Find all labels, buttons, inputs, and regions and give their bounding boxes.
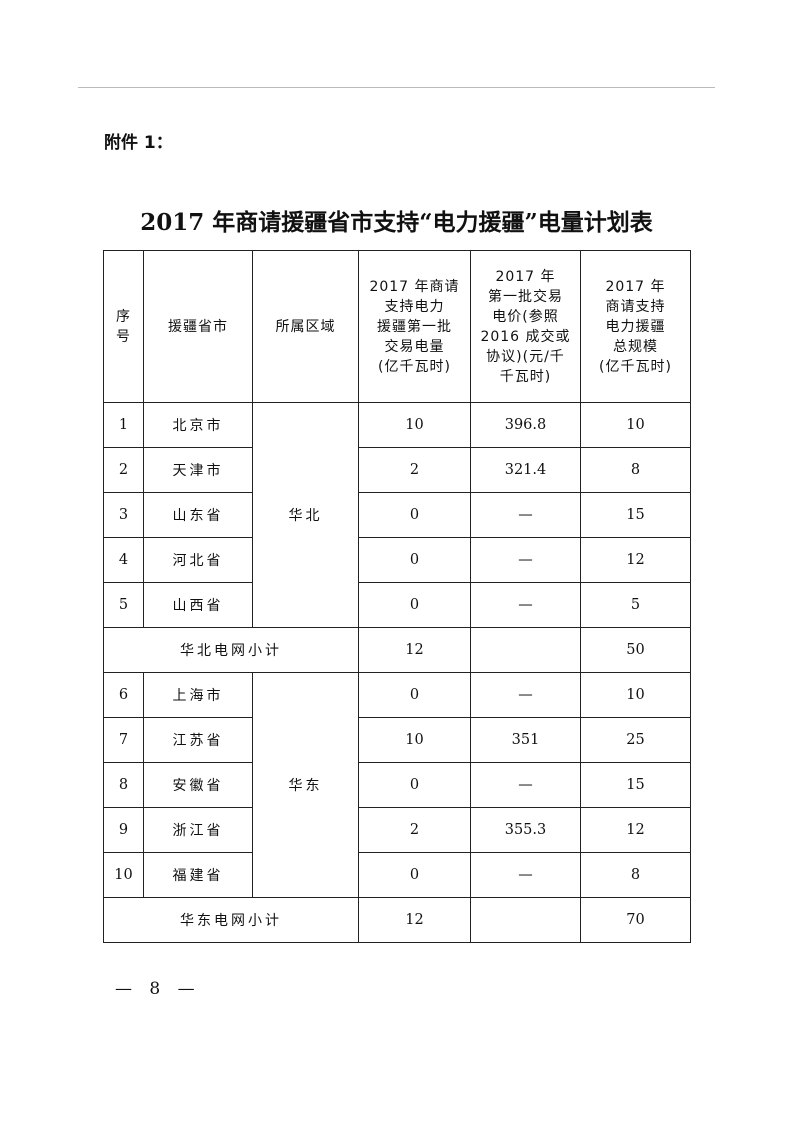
page-number: — 8 — bbox=[115, 979, 201, 999]
table-row: 9 浙江省 2 355.3 12 bbox=[103, 807, 691, 853]
row-total: 25 bbox=[580, 717, 691, 763]
row-price: 351 bbox=[470, 717, 581, 763]
row-volume: 10 bbox=[358, 717, 471, 763]
subtotal-price bbox=[470, 897, 581, 943]
row-province: 北京市 bbox=[143, 402, 253, 448]
row-province: 浙江省 bbox=[143, 807, 253, 853]
row-total: 15 bbox=[580, 762, 691, 808]
row-index: 3 bbox=[103, 492, 144, 538]
row-total: 5 bbox=[580, 582, 691, 628]
row-province: 山西省 bbox=[143, 582, 253, 628]
row-total: 8 bbox=[580, 852, 691, 898]
subtotal-price bbox=[470, 627, 581, 673]
subtotal-volume: 12 bbox=[358, 897, 471, 943]
row-total: 10 bbox=[580, 402, 691, 448]
row-price: — bbox=[470, 672, 581, 718]
row-region: 华东 bbox=[252, 672, 359, 898]
header-rule bbox=[78, 87, 715, 88]
row-price: — bbox=[470, 852, 581, 898]
row-volume: 0 bbox=[358, 492, 471, 538]
row-index: 7 bbox=[103, 717, 144, 763]
row-province: 河北省 bbox=[143, 537, 253, 583]
row-price: — bbox=[470, 582, 581, 628]
header-index: 序 号 bbox=[103, 250, 144, 403]
subtotal-total: 50 bbox=[580, 627, 691, 673]
row-province: 江苏省 bbox=[143, 717, 253, 763]
row-price: — bbox=[470, 762, 581, 808]
subtotal-row: 华东电网小计 12 70 bbox=[103, 897, 691, 943]
attachment-label: 附件 1： bbox=[104, 133, 173, 153]
row-index: 1 bbox=[103, 402, 144, 448]
subtotal-label: 华北电网小计 bbox=[103, 627, 359, 673]
header-total-scale: 2017 年 商请支持 电力援疆 总规模 (亿千瓦时) bbox=[580, 250, 691, 403]
table-body: 1 北京市 华北 10 396.8 10 2 天津市 2 321.4 8 3 山东省 0—15 4 河北省 0—… bbox=[103, 402, 691, 943]
header-province: 援疆省市 bbox=[143, 250, 253, 403]
row-volume: 0 bbox=[358, 852, 471, 898]
table-header-row: 序 号 援疆省市 所属区域 2017 年商请 支持电力 援疆第一批 交易电量 (… bbox=[103, 250, 691, 403]
table-row: 2 天津市 2 321.4 8 bbox=[103, 447, 691, 493]
row-total: 10 bbox=[580, 672, 691, 718]
row-total: 8 bbox=[580, 447, 691, 493]
subtotal-volume: 12 bbox=[358, 627, 471, 673]
row-price: 355.3 bbox=[470, 807, 581, 853]
row-index: 2 bbox=[103, 447, 144, 493]
table-row: 5 山西省 0—5 bbox=[103, 582, 691, 628]
row-province: 上海市 bbox=[143, 672, 253, 718]
row-province: 福建省 bbox=[143, 852, 253, 898]
row-index: 6 bbox=[103, 672, 144, 718]
row-total: 12 bbox=[580, 807, 691, 853]
table-row: 3 山东省 0—15 bbox=[103, 492, 691, 538]
subtotal-total: 70 bbox=[580, 897, 691, 943]
table-row: 4 河北省 0—12 bbox=[103, 537, 691, 583]
table-row: 8 安徽省 0—15 bbox=[103, 762, 691, 808]
row-index: 10 bbox=[103, 852, 144, 898]
header-first-batch-price: 2017 年 第一批交易 电价(参照 2016 成交或 协议)(元/千 千瓦时) bbox=[470, 250, 581, 403]
table-row: 6 上海市 华东 0—10 bbox=[103, 672, 691, 898]
table-row: 10 福建省 0—8 bbox=[103, 852, 691, 898]
row-volume: 0 bbox=[358, 762, 471, 808]
row-region: 华北 bbox=[252, 402, 359, 628]
row-province: 天津市 bbox=[143, 447, 253, 493]
row-volume: 2 bbox=[358, 447, 471, 493]
row-index: 8 bbox=[103, 762, 144, 808]
row-price: 321.4 bbox=[470, 447, 581, 493]
subtotal-row: 华北电网小计 12 50 bbox=[103, 627, 691, 673]
row-price: — bbox=[470, 492, 581, 538]
table-row: 1 北京市 华北 10 396.8 10 bbox=[103, 402, 691, 628]
row-volume: 2 bbox=[358, 807, 471, 853]
subtotal-label: 华东电网小计 bbox=[103, 897, 359, 943]
row-province: 山东省 bbox=[143, 492, 253, 538]
row-index: 9 bbox=[103, 807, 144, 853]
row-province: 安徽省 bbox=[143, 762, 253, 808]
row-total: 15 bbox=[580, 492, 691, 538]
row-price: 396.8 bbox=[470, 402, 581, 448]
row-index: 5 bbox=[103, 582, 144, 628]
header-region: 所属区域 bbox=[252, 250, 359, 403]
row-total: 12 bbox=[580, 537, 691, 583]
row-volume: 0 bbox=[358, 582, 471, 628]
row-price: — bbox=[470, 537, 581, 583]
document-title: 2017 年商请援疆省市支持“电力援疆”电量计划表 bbox=[140, 209, 653, 236]
row-volume: 10 bbox=[358, 402, 471, 448]
power-plan-table: 序 号 援疆省市 所属区域 2017 年商请 支持电力 援疆第一批 交易电量 (… bbox=[103, 250, 691, 943]
row-volume: 0 bbox=[358, 672, 471, 718]
row-volume: 0 bbox=[358, 537, 471, 583]
header-first-batch-volume: 2017 年商请 支持电力 援疆第一批 交易电量 (亿千瓦时) bbox=[358, 250, 471, 403]
row-index: 4 bbox=[103, 537, 144, 583]
table-row: 7 江苏省 10 351 25 bbox=[103, 717, 691, 763]
